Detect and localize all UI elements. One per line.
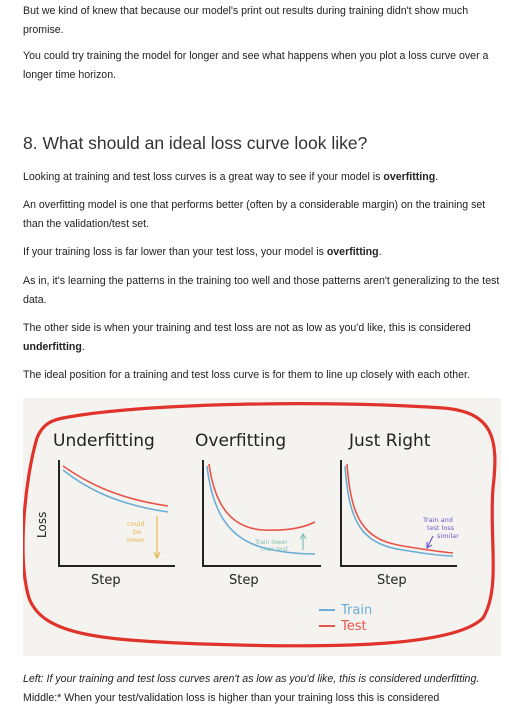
paragraph-patterns: As in, it's learning the patterns in the… xyxy=(23,275,500,306)
axes-overfitting xyxy=(202,460,321,567)
x-label-overfitting: Step xyxy=(229,573,259,588)
paragraph-overfitting-intro: Looking at training and test loss curves… xyxy=(23,171,439,183)
test-curve-overfitting xyxy=(208,463,316,531)
train-curve-overfitting xyxy=(206,465,316,555)
annotation-train-lower: Train lower xyxy=(254,539,288,546)
test-curve-underfitting xyxy=(62,465,169,507)
train-curve-just-right xyxy=(344,465,454,557)
title-overfitting: Overfitting xyxy=(195,431,286,451)
paragraph-training-lower: If your training loss is far lower than … xyxy=(23,246,382,258)
y-axis-label: Loss xyxy=(35,512,49,538)
test-curve-just-right xyxy=(346,463,454,554)
title-just-right: Just Right xyxy=(348,431,431,451)
legend-test-label: Test xyxy=(340,619,367,634)
annotation-similar: similar xyxy=(437,532,459,540)
annotation-test-loss: test loss xyxy=(427,524,455,532)
annotation-train-and: Train and xyxy=(422,516,453,524)
paragraph-ideal-position: The ideal position for a training and te… xyxy=(23,369,470,381)
x-label-just-right: Step xyxy=(377,573,407,588)
arrow-just-right xyxy=(426,535,434,550)
loss-curves-figure: Underfitting Overfitting Just Right Loss… xyxy=(23,398,501,656)
caption-left: Left: If your training and test loss cur… xyxy=(23,673,480,685)
loss-curves-illustration: Underfitting Overfitting Just Right Loss… xyxy=(23,402,497,648)
annotation-lower: lower xyxy=(127,536,145,544)
title-underfitting: Underfitting xyxy=(53,431,155,451)
red-outline xyxy=(23,402,497,648)
axes-underfitting xyxy=(58,460,175,567)
paragraph-underfitting: The other side is when your training and… xyxy=(23,322,471,353)
x-label-underfitting: Step xyxy=(91,573,121,588)
gap-arrow-overfitting xyxy=(299,532,307,550)
legend-train-label: Train xyxy=(340,603,372,618)
paragraph-overfitting-definition: An overfitting model is one that perform… xyxy=(23,199,486,230)
annotation-than-test: than test xyxy=(261,546,289,553)
paragraph-promise: But we kind of knew that because our mod… xyxy=(23,5,469,36)
section-heading: 8. What should an ideal loss curve look … xyxy=(23,133,368,153)
train-curve-underfitting xyxy=(62,469,169,513)
annotation-could: could xyxy=(127,520,145,528)
caption-middle: Middle:* When your test/validation loss … xyxy=(23,692,440,704)
axes-just-right xyxy=(340,460,457,567)
paragraph-train-longer: You could try training the model for lon… xyxy=(23,50,489,81)
gap-arrow-underfitting xyxy=(153,516,161,560)
annotation-be: be xyxy=(133,528,141,536)
